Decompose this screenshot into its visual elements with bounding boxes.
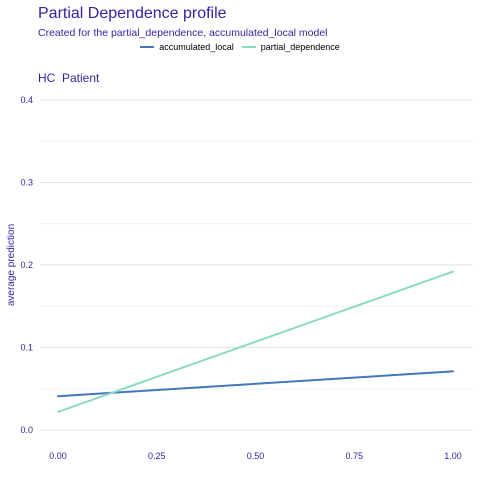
y-tick-label: 0.2 xyxy=(20,260,33,270)
legend-item-partial-dependence: partial_dependence xyxy=(241,42,340,52)
legend-label-partial-dependence: partial_dependence xyxy=(260,42,340,52)
x-tick-label: 0.00 xyxy=(49,451,67,461)
chart-subtitle: Created for the partial_dependence, accu… xyxy=(38,27,328,39)
y-axis-label: average prediction xyxy=(6,224,17,306)
legend-key-accumulated-local xyxy=(140,46,155,48)
y-tick-label: 0.1 xyxy=(20,343,33,353)
series-line-partial-dependence xyxy=(57,270,454,413)
x-axis-ticks: 0.00 0.25 0.50 0.75 1.00 xyxy=(49,451,462,461)
legend-item-accumulated-local: accumulated_local xyxy=(140,42,234,52)
chart-title: Partial Dependence profile xyxy=(38,5,227,22)
x-tick-label: 0.50 xyxy=(247,451,265,461)
series-line-accumulated-local xyxy=(57,370,454,398)
x-tick-label: 0.25 xyxy=(148,451,166,461)
series-lines xyxy=(57,270,454,413)
y-tick-label: 0.3 xyxy=(20,178,33,188)
grid-lines xyxy=(40,99,473,431)
y-tick-label: 0.4 xyxy=(20,95,33,105)
y-axis-ticks: 0.0 0.1 0.2 0.3 0.4 xyxy=(20,95,33,435)
x-tick-label: 1.00 xyxy=(444,451,462,461)
panel-title: HC Patient xyxy=(38,71,100,85)
x-tick-label: 0.75 xyxy=(345,451,363,461)
legend-label-accumulated-local: accumulated_local xyxy=(159,42,234,52)
legend-key-partial-dependence xyxy=(241,46,256,48)
y-tick-label: 0.0 xyxy=(20,425,33,435)
legend: accumulated_local partial_dependence xyxy=(0,42,480,52)
